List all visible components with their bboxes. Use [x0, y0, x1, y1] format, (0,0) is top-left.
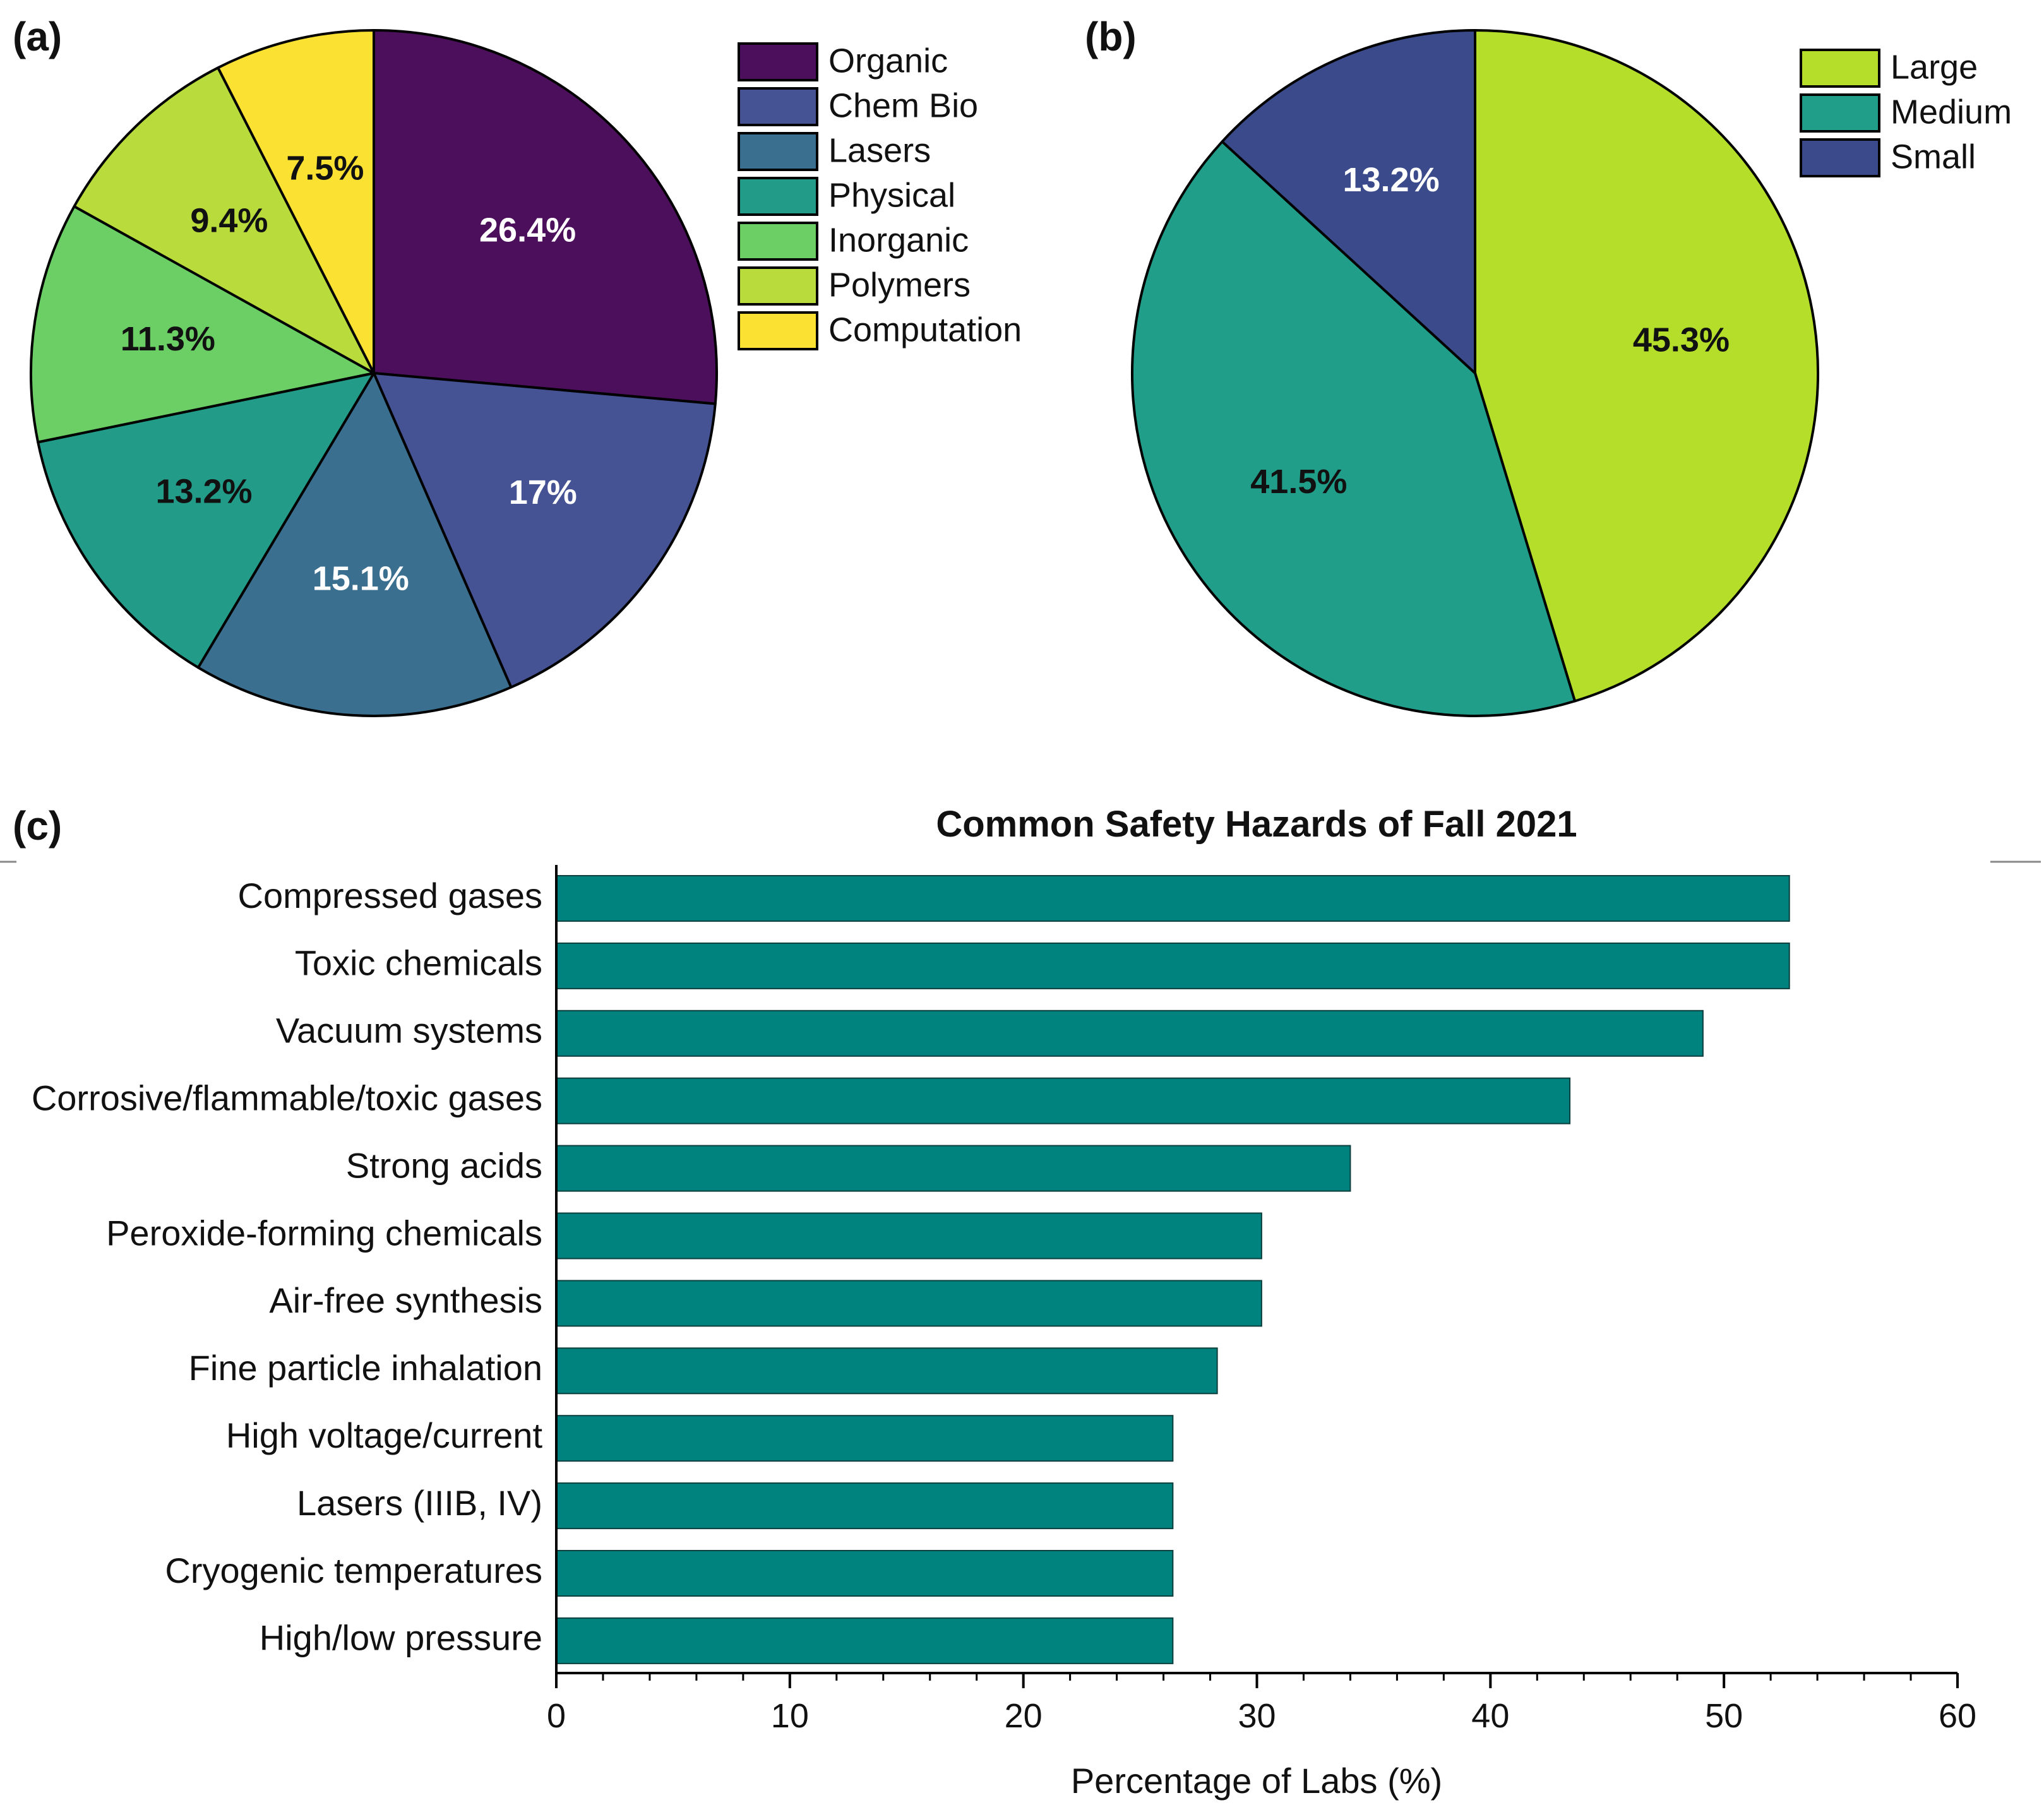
bar-air-free-synthesis	[556, 1280, 1262, 1327]
bar-high-voltage-current	[556, 1415, 1174, 1462]
x-tick-label-10: 10	[771, 1697, 809, 1735]
panel-label-b: (b)	[1085, 14, 1137, 59]
legend-swatch-chem-bio	[738, 87, 818, 126]
legend-label-chem-bio: Chem Bio	[828, 86, 978, 124]
legend-label-organic: Organic	[828, 42, 948, 80]
category-label-peroxide-forming-chemicals: Peroxide-forming chemicals	[106, 1213, 542, 1253]
bar-chart-safety-hazards: Compressed gases Toxic chemicals Vacuum sy…	[32, 865, 1976, 1735]
bar-high-low-pressure	[556, 1617, 1174, 1664]
x-tick-label-20: 20	[1005, 1697, 1043, 1735]
bar-vacuum-systems	[556, 1010, 1704, 1057]
pie-chart-lab-types: 26.4% 17% 15.1% 13.2% 11.3% 9.4% 7.5%	[30, 29, 718, 717]
bar-fine-particle-inhalation	[556, 1347, 1218, 1395]
category-label-high-low-pressure: High/low pressure	[260, 1618, 542, 1658]
bar-peroxide-forming-chemicals	[556, 1212, 1262, 1260]
slice-label-inorganic: 11.3%	[121, 320, 215, 358]
legend-label-large: Large	[1891, 48, 1978, 86]
slice-label-physical: 13.2%	[155, 472, 252, 510]
pie-chart-lab-sizes: 45.3% 41.5% 13.2%	[1131, 29, 1819, 717]
x-axis-title: Percentage of Labs (%)	[1071, 1761, 1442, 1801]
bar-toxic-chemicals	[556, 942, 1790, 989]
bar-strong-acids	[556, 1145, 1351, 1192]
category-label-compressed-gases: Compressed gases	[238, 876, 542, 915]
pie-slice-inorganic	[30, 205, 375, 444]
bar-corrosive-flammable-toxic-gases	[556, 1077, 1571, 1124]
slice-label-large: 45.3%	[1633, 321, 1730, 359]
legend-swatch-lasers	[738, 132, 818, 171]
legend-label-physical: Physical	[828, 176, 955, 214]
legend-label-medium: Medium	[1891, 93, 2012, 131]
legend-swatch-organic	[738, 42, 818, 81]
pie-slice-physical	[37, 372, 375, 669]
legend-label-inorganic: Inorganic	[828, 221, 969, 259]
legend-swatch-medium	[1800, 93, 1880, 133]
pie-slice-computation	[217, 29, 375, 374]
category-label-high-voltage-current: High voltage/current	[226, 1415, 543, 1455]
slice-label-organic: 26.4%	[479, 211, 576, 249]
legend-label-lasers: Lasers	[828, 131, 931, 169]
bar-cryogenic-temperatures	[556, 1550, 1174, 1597]
pie-slice-polymers	[73, 66, 375, 374]
category-label-cryogenic-temperatures: Cryogenic temperatures	[165, 1551, 542, 1590]
legend-label-computation: Computation	[828, 311, 1022, 348]
slice-label-small: 13.2%	[1342, 161, 1439, 199]
legend-swatch-large	[1800, 49, 1880, 88]
legend-swatch-computation	[738, 311, 818, 350]
x-tick-label-0: 0	[547, 1697, 566, 1735]
category-label-air-free-synthesis: Air-free synthesis	[269, 1280, 542, 1320]
x-tick-label-60: 60	[1939, 1697, 1976, 1735]
legend-swatch-inorganic	[738, 222, 818, 261]
category-label-fine-particle-inhalation: Fine particle inhalation	[189, 1348, 542, 1388]
pie-slice-organic	[373, 29, 718, 405]
slice-label-computation: 7.5%	[286, 149, 364, 187]
x-tick-label-30: 30	[1238, 1697, 1276, 1735]
pie-slice-large	[1474, 29, 1819, 703]
slice-label-chem-bio: 17%	[509, 474, 577, 511]
slice-label-medium: 41.5%	[1250, 463, 1347, 501]
legend-swatch-physical	[738, 177, 818, 216]
pie-slice-medium	[1131, 140, 1577, 717]
slice-label-lasers: 15.1%	[313, 560, 409, 598]
legend-label-small: Small	[1891, 138, 1976, 176]
category-label-lasers-iiib-iv: Lasers (IIIB, IV)	[297, 1483, 542, 1523]
bar-chart-title: Common Safety Hazards of Fall 2021	[936, 804, 1577, 845]
legend-lab-sizes: Large Medium Small	[1800, 48, 2012, 177]
bar-compressed-gases	[556, 875, 1790, 922]
legend-swatch-polymers	[738, 266, 818, 306]
pie-slice-chem-bio	[373, 372, 717, 689]
category-label-toxic-chemicals: Toxic chemicals	[295, 943, 542, 983]
pie-slice-small	[1221, 29, 1476, 374]
bar-lasers-iiib-iv	[556, 1482, 1174, 1530]
legend-swatch-small	[1800, 138, 1880, 177]
panel-label-c: (c)	[13, 803, 62, 849]
category-label-strong-acids: Strong acids	[346, 1145, 542, 1185]
panel-label-a: (a)	[13, 14, 62, 59]
legend-label-polymers: Polymers	[828, 266, 971, 304]
pie-slice-lasers	[196, 372, 513, 717]
legend-lab-types: Organic Chem Bio Lasers Physical Inorganic Po…	[738, 42, 1022, 350]
slice-label-polymers: 9.4%	[190, 202, 268, 240]
category-label-vacuum-systems: Vacuum systems	[276, 1011, 542, 1051]
x-tick-label-40: 40	[1471, 1697, 1509, 1735]
x-tick-label-50: 50	[1705, 1697, 1743, 1735]
category-label-corrosive-flammable-toxic-gases: Corrosive/flammable/toxic gases	[32, 1078, 542, 1117]
